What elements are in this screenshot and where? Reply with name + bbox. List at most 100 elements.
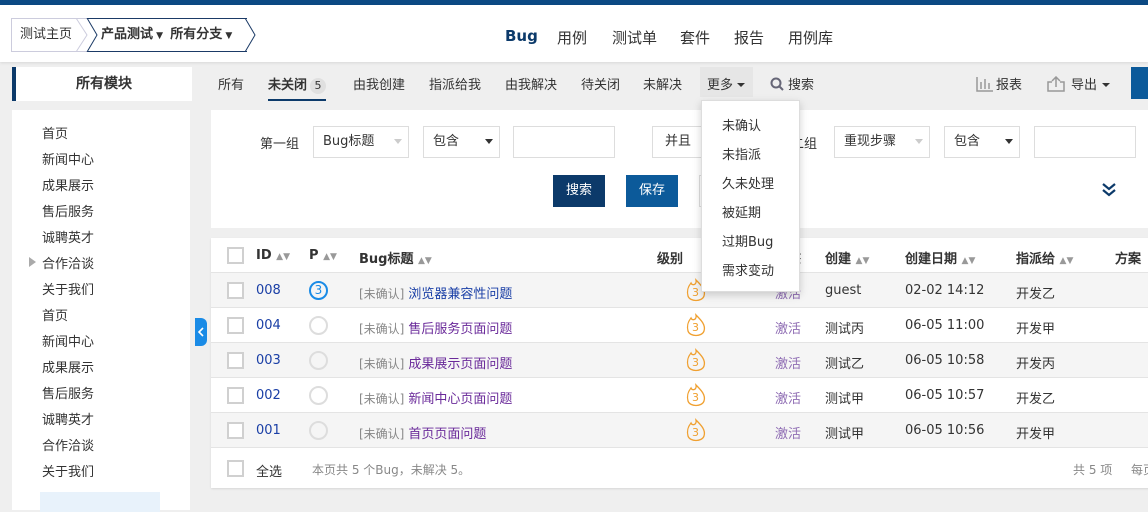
tree-item[interactable]: 关于我们 — [42, 283, 95, 298]
nav-caselib[interactable]: 用例库 — [788, 29, 834, 47]
col-title[interactable]: Bug标题 ▲▼ — [359, 248, 432, 267]
bug-id-link[interactable]: 002 — [256, 388, 281, 403]
tab-created-by-me[interactable]: 由我创建 — [353, 78, 406, 93]
bug-assignee[interactable]: 开发乙 — [1016, 392, 1056, 407]
bug-assignee[interactable]: 开发乙 — [1016, 287, 1056, 302]
select-all-checkbox[interactable] — [227, 460, 244, 477]
tab-more[interactable]: 更多 — [707, 74, 746, 93]
nav-report[interactable]: 报告 — [734, 29, 765, 47]
row-checkbox[interactable] — [227, 282, 244, 299]
tree-item[interactable]: 诚聘英才 — [42, 413, 95, 428]
op2-select[interactable]: 包含 — [944, 126, 1020, 158]
tab-to-close[interactable]: 待关闭 — [581, 78, 621, 93]
report-button[interactable]: 报表 — [976, 74, 1022, 93]
bug-assignee[interactable]: 开发甲 — [1016, 427, 1056, 442]
search-button[interactable]: 搜索 — [553, 175, 605, 207]
create-bug-button[interactable] — [1131, 67, 1148, 99]
col-creator[interactable]: 创建 ▲▼ — [825, 248, 869, 267]
nav-cases[interactable]: 用例 — [557, 29, 588, 47]
col-assigned[interactable]: 指派给 ▲▼ — [1016, 248, 1073, 267]
tree-item[interactable]: 首页 — [42, 127, 69, 142]
field2-select[interactable]: 重现步骤 — [834, 126, 930, 158]
bug-assignee[interactable]: 开发甲 — [1016, 322, 1056, 337]
bug-id-link[interactable]: 004 — [256, 318, 281, 333]
expand-more-icon[interactable] — [1101, 182, 1117, 198]
col-resolution[interactable]: 方案 — [1115, 252, 1142, 267]
bug-id-link[interactable]: 001 — [256, 423, 281, 438]
severity-value: 3 — [692, 391, 699, 404]
col-date[interactable]: 创建日期 ▲▼ — [905, 248, 975, 267]
menu-item-story-changed[interactable]: 需求变动 — [722, 264, 775, 279]
op1-select[interactable]: 包含 — [423, 126, 500, 158]
menu-item-long-lasting[interactable]: 久未处理 — [722, 177, 775, 192]
col-pri[interactable]: P ▲▼ — [309, 248, 337, 263]
save-button[interactable]: 保存 — [626, 175, 678, 207]
bug-date: 06-05 10:56 — [905, 423, 985, 438]
bug-id-link[interactable]: 008 — [256, 283, 281, 298]
breadcrumb-home[interactable]: 测试主页 — [11, 18, 87, 52]
menu-item-unconfirmed[interactable]: 未确认 — [722, 119, 762, 134]
tree-item[interactable]: 成果展示 — [42, 361, 95, 376]
tree-item[interactable]: 合作洽谈 — [42, 439, 95, 454]
menu-item-postponed[interactable]: 被延期 — [722, 206, 762, 221]
col-severity[interactable]: 级别 — [657, 252, 684, 267]
row-checkbox[interactable] — [227, 317, 244, 334]
bug-title-link[interactable]: 售后服务页面问题 — [408, 322, 513, 337]
row-checkbox[interactable] — [227, 422, 244, 439]
row-checkbox[interactable] — [227, 387, 244, 404]
tab-all[interactable]: 所有 — [218, 78, 245, 93]
tree-item[interactable]: 合作洽谈 — [42, 257, 95, 272]
tree-item[interactable]: 新闻中心 — [42, 335, 95, 350]
tab-resolved-by-me[interactable]: 由我解决 — [505, 78, 558, 93]
table-row[interactable]: 001 [未确认] 首页页面问题 3 激活 测试甲 06-05 10:56 开发甲 — [211, 413, 1148, 448]
collapse-sidebar-button[interactable] — [195, 318, 207, 346]
sort-icon: ▲▼ — [418, 256, 432, 266]
tree-item[interactable]: 诚聘英才 — [42, 231, 95, 246]
menu-item-unassigned[interactable]: 未指派 — [722, 148, 762, 163]
row-checkbox[interactable] — [227, 352, 244, 369]
col-label: Bug标题 — [359, 252, 414, 267]
table-row[interactable]: 002 [未确认] 新闻中心页面问题 3 激活 测试甲 06-05 10:57 开… — [211, 378, 1148, 413]
tree-item[interactable]: 成果展示 — [42, 179, 95, 194]
tab-assigned-to-me[interactable]: 指派给我 — [429, 78, 482, 93]
module-title[interactable]: 所有模块 — [12, 67, 192, 101]
bug-id-link[interactable]: 003 — [256, 353, 281, 368]
bug-creator: 测试甲 — [825, 392, 865, 407]
select-all-checkbox[interactable] — [227, 247, 244, 264]
product-dropdown[interactable]: 产品测试 — [101, 27, 154, 42]
group1-label: 第一组 — [260, 137, 300, 152]
search-toggle[interactable]: 搜索 — [770, 74, 814, 93]
select-all-label[interactable]: 全选 — [256, 465, 283, 480]
nav-suite[interactable]: 套件 — [680, 29, 711, 47]
per-page[interactable]: 每页 — [1131, 463, 1148, 477]
expand-icon[interactable] — [29, 257, 37, 267]
branch-dropdown[interactable]: 所有分支 — [170, 27, 223, 42]
bar-chart-icon — [976, 77, 993, 92]
bug-creator: 测试丙 — [825, 322, 865, 337]
bug-title-link[interactable]: 新闻中心页面问题 — [408, 392, 513, 407]
bug-title-link[interactable]: 首页页面问题 — [408, 427, 487, 442]
bug-title-link[interactable]: 浏览器兼容性问题 — [408, 287, 513, 302]
value1-input[interactable] — [513, 126, 615, 158]
tree-item[interactable]: 新闻中心 — [42, 153, 95, 168]
severity-flame-icon — [686, 313, 706, 337]
col-id[interactable]: ID ▲▼ — [256, 248, 290, 263]
tree-item[interactable]: 售后服务 — [42, 387, 95, 402]
table-row[interactable]: 003 [未确认] 成果展示页面问题 3 激活 测试乙 06-05 10:58 开… — [211, 343, 1148, 378]
tree-item[interactable]: 关于我们 — [42, 465, 95, 480]
export-button[interactable]: 导出 — [1047, 74, 1111, 93]
nav-bug[interactable]: Bug — [505, 27, 538, 45]
tab-unresolved[interactable]: 未解决 — [643, 78, 683, 93]
bug-title-link[interactable]: 成果展示页面问题 — [408, 357, 513, 372]
table-row[interactable]: 004 [未确认] 售后服务页面问题 3 激活 测试丙 06-05 11:00 开… — [211, 308, 1148, 343]
table-row[interactable]: 008 3 [未确认] 浏览器兼容性问题 3 激活 guest 02-02 14:… — [211, 273, 1148, 308]
bug-status-tag: [未确认] — [359, 287, 405, 301]
value2-input[interactable] — [1034, 126, 1136, 158]
menu-item-overdue[interactable]: 过期Bug — [722, 235, 774, 250]
nav-testtask[interactable]: 测试单 — [612, 29, 658, 47]
tree-item[interactable]: 售后服务 — [42, 205, 95, 220]
tree-item[interactable]: 首页 — [42, 309, 69, 324]
tab-unclosed[interactable]: 未关闭 5 — [268, 74, 327, 101]
bug-assignee[interactable]: 开发丙 — [1016, 357, 1056, 372]
field1-select[interactable]: Bug标题 — [313, 126, 409, 158]
